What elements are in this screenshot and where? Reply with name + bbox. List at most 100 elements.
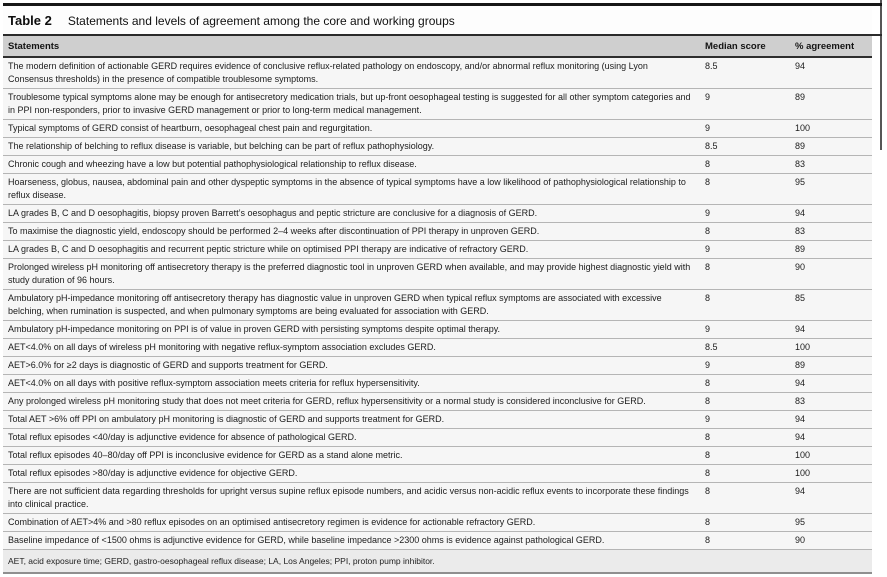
table-row: AET>6.0% for ≥2 days is diagnostic of GE…: [3, 356, 872, 375]
statement-cell: Total reflux episodes <40/day is adjunct…: [3, 428, 700, 447]
statement-cell: Baseline impedance of <1500 ohms is adju…: [3, 531, 700, 550]
column-header-median-score: Median score: [700, 36, 790, 58]
column-header-statements: Statements: [3, 36, 700, 58]
median-score-cell: 8: [700, 173, 790, 205]
table-row: Typical symptoms of GERD consist of hear…: [3, 119, 872, 138]
agreement-cell: 100: [790, 119, 872, 138]
table-row: Troublesome typical symptoms alone may b…: [3, 88, 872, 120]
table-row: Prolonged wireless pH monitoring off ant…: [3, 258, 872, 290]
agreement-cell: 100: [790, 338, 872, 357]
table-2-container: Table 2 Statements and levels of agreemen…: [3, 3, 882, 574]
table-row: LA grades B, C and D oesophagitis and re…: [3, 240, 872, 259]
table-title: Statements and levels of agreement among…: [67, 14, 455, 28]
table-header: Statements Median score % agreement: [3, 36, 872, 58]
agreement-cell: 94: [790, 320, 872, 339]
agreement-cell: 100: [790, 464, 872, 483]
median-score-cell: 9: [700, 88, 790, 120]
agreement-cell: 89: [790, 137, 872, 156]
agreement-cell: 89: [790, 88, 872, 120]
statement-cell: LA grades B, C and D oesophagitis and re…: [3, 240, 700, 259]
agreement-cell: 94: [790, 204, 872, 223]
statement-cell: AET>6.0% for ≥2 days is diagnostic of GE…: [3, 356, 700, 375]
median-score-cell: 9: [700, 320, 790, 339]
statement-cell: Troublesome typical symptoms alone may b…: [3, 88, 700, 120]
table-row: Ambulatory pH-impedance monitoring on PP…: [3, 320, 872, 339]
table-row: The modern definition of actionable GERD…: [3, 57, 872, 89]
table-row: AET<4.0% on all days of wireless pH moni…: [3, 338, 872, 357]
statement-cell: Total AET >6% off PPI on ambulatory pH m…: [3, 410, 700, 429]
table-row: Total reflux episodes 40–80/day off PPI …: [3, 446, 872, 465]
table-row: Total reflux episodes <40/day is adjunct…: [3, 428, 872, 447]
statement-cell: Hoarseness, globus, nausea, abdominal pa…: [3, 173, 700, 205]
statement-cell: The relationship of belching to reflux d…: [3, 137, 700, 156]
median-score-cell: 8.5: [700, 137, 790, 156]
table-row: Total reflux episodes >80/day is adjunct…: [3, 464, 872, 483]
statement-cell: AET<4.0% on all days with positive reflu…: [3, 374, 700, 393]
median-score-cell: 9: [700, 119, 790, 138]
median-score-cell: 8: [700, 374, 790, 393]
statement-cell: Ambulatory pH-impedance monitoring on PP…: [3, 320, 700, 339]
statement-cell: Ambulatory pH-impedance monitoring off a…: [3, 289, 700, 321]
median-score-cell: 8: [700, 482, 790, 514]
agreement-cell: 90: [790, 258, 872, 290]
table-row: LA grades B, C and D oesophagitis, biops…: [3, 204, 872, 223]
median-score-cell: 8: [700, 446, 790, 465]
table-row: Chronic cough and wheezing have a low bu…: [3, 155, 872, 174]
statement-cell: AET<4.0% on all days of wireless pH moni…: [3, 338, 700, 357]
agreement-cell: 89: [790, 356, 872, 375]
agreement-cell: 95: [790, 173, 872, 205]
agreement-cell: 94: [790, 428, 872, 447]
header-row: Statements Median score % agreement: [3, 36, 872, 58]
statement-cell: Prolonged wireless pH monitoring off ant…: [3, 258, 700, 290]
statement-cell: Typical symptoms of GERD consist of hear…: [3, 119, 700, 138]
median-score-cell: 8: [700, 222, 790, 241]
statement-cell: Total reflux episodes 40–80/day off PPI …: [3, 446, 700, 465]
statement-cell: The modern definition of actionable GERD…: [3, 57, 700, 89]
table-body: The modern definition of actionable GERD…: [3, 57, 872, 550]
median-score-cell: 9: [700, 356, 790, 375]
median-score-cell: 8.5: [700, 57, 790, 89]
table-row: To maximise the diagnostic yield, endosc…: [3, 222, 872, 241]
statement-cell: There are not sufficient data regarding …: [3, 482, 700, 514]
agreement-cell: 83: [790, 222, 872, 241]
table-row: Combination of AET>4% and >80 reflux epi…: [3, 513, 872, 532]
median-score-cell: 8: [700, 513, 790, 532]
median-score-cell: 9: [700, 204, 790, 223]
statement-cell: To maximise the diagnostic yield, endosc…: [3, 222, 700, 241]
agreement-cell: 94: [790, 57, 872, 89]
table-footnote: AET, acid exposure time; GERD, gastro-oe…: [3, 550, 872, 574]
median-score-cell: 8: [700, 392, 790, 411]
statement-cell: Any prolonged wireless pH monitoring stu…: [3, 392, 700, 411]
table-caption: Table 2 Statements and levels of agreemen…: [3, 6, 872, 34]
median-score-cell: 8: [700, 531, 790, 550]
table-row: Hoarseness, globus, nausea, abdominal pa…: [3, 173, 872, 205]
median-score-cell: 8: [700, 258, 790, 290]
column-header-percent-agreement: % agreement: [790, 36, 872, 58]
table-row: There are not sufficient data regarding …: [3, 482, 872, 514]
table-top-rule: [3, 3, 882, 6]
statements-table: Statements Median score % agreement The …: [3, 36, 872, 550]
agreement-cell: 94: [790, 410, 872, 429]
statement-cell: Total reflux episodes >80/day is adjunct…: [3, 464, 700, 483]
agreement-cell: 83: [790, 155, 872, 174]
agreement-cell: 95: [790, 513, 872, 532]
caption-divider-rule: [3, 34, 882, 36]
table-row: Baseline impedance of <1500 ohms is adju…: [3, 531, 872, 550]
median-score-cell: 8: [700, 289, 790, 321]
table-row: Ambulatory pH-impedance monitoring off a…: [3, 289, 872, 321]
median-score-cell: 8: [700, 464, 790, 483]
median-score-cell: 8: [700, 155, 790, 174]
table-label: Table 2: [8, 13, 52, 28]
table-row: The relationship of belching to reflux d…: [3, 137, 872, 156]
median-score-cell: 8: [700, 428, 790, 447]
median-score-cell: 8.5: [700, 338, 790, 357]
agreement-cell: 94: [790, 374, 872, 393]
table-row: Total AET >6% off PPI on ambulatory pH m…: [3, 410, 872, 429]
median-score-cell: 9: [700, 410, 790, 429]
agreement-cell: 89: [790, 240, 872, 259]
agreement-cell: 100: [790, 446, 872, 465]
statement-cell: LA grades B, C and D oesophagitis, biops…: [3, 204, 700, 223]
agreement-cell: 85: [790, 289, 872, 321]
agreement-cell: 90: [790, 531, 872, 550]
agreement-cell: 83: [790, 392, 872, 411]
